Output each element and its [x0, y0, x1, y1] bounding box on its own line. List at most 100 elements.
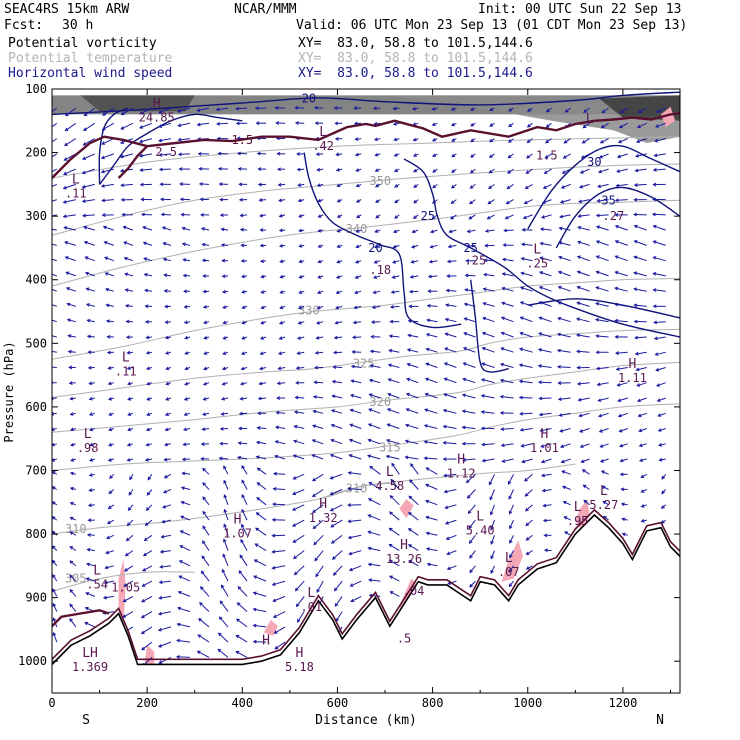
wind-vector	[412, 137, 419, 142]
wind-vector	[525, 168, 533, 174]
wind-vector	[560, 458, 571, 464]
speed-label-5: 25	[463, 241, 477, 255]
extremum-letter: H	[319, 497, 327, 512]
wind-vector	[393, 153, 400, 157]
wind-vector	[52, 545, 58, 551]
wind-vector	[272, 595, 286, 602]
wind-vector	[655, 367, 666, 372]
speed-shade-3	[599, 95, 680, 121]
wind-vector	[89, 458, 95, 462]
wind-vector	[538, 286, 552, 292]
wind-vector	[182, 442, 191, 447]
wind-vector	[317, 244, 324, 248]
wind-vector	[314, 121, 324, 126]
wind-vector	[52, 574, 58, 582]
wind-vector	[200, 586, 210, 597]
wind-vector	[509, 550, 514, 559]
speed-shade-1	[80, 95, 195, 112]
wind-vector	[298, 228, 305, 233]
wind-vector	[563, 516, 571, 521]
wind-vector	[52, 458, 57, 462]
wind-vector	[146, 489, 153, 496]
wind-vector	[252, 639, 267, 644]
x-tick-label: 200	[136, 696, 158, 710]
extremum-value: .01	[300, 600, 322, 614]
wind-vector	[523, 199, 533, 205]
wind-vector	[451, 138, 457, 142]
wind-vector	[101, 198, 114, 203]
wind-vector	[526, 122, 533, 128]
wind-vector	[657, 428, 666, 432]
wind-vector	[104, 256, 114, 262]
extremum-letter: L	[72, 173, 80, 188]
wind-vector	[293, 410, 305, 414]
wind-vector	[490, 519, 495, 531]
wind-vector	[200, 570, 210, 582]
wind-vector	[203, 351, 210, 355]
wind-vector	[272, 502, 286, 507]
wind-vector	[545, 138, 552, 144]
wind-vector	[412, 153, 419, 157]
wind-vector	[86, 547, 95, 552]
x-left-end-label: S	[82, 713, 90, 728]
wind-vector	[508, 580, 514, 588]
extremum-value: 4.58	[375, 479, 404, 493]
extremum-letter: H	[153, 96, 161, 111]
wind-vector	[105, 303, 114, 308]
wind-vector	[635, 367, 647, 372]
wind-vector	[239, 227, 248, 232]
pv-shade-8	[661, 106, 676, 128]
wind-vector	[62, 183, 76, 190]
wind-vector	[557, 301, 571, 307]
wind-vector	[509, 535, 514, 544]
wind-vector	[426, 318, 438, 323]
wind-vector	[518, 395, 533, 400]
wind-vector	[69, 471, 76, 476]
wind-vector	[52, 138, 58, 143]
wind-vector	[122, 225, 134, 231]
wind-vector	[539, 428, 552, 433]
wind-vector	[177, 122, 191, 128]
wind-vector	[351, 350, 362, 354]
extremum-label: 1.05	[111, 581, 140, 595]
wind-vector	[425, 333, 438, 338]
wind-vector	[217, 166, 229, 171]
wind-vector	[219, 600, 229, 612]
wind-vector	[108, 427, 114, 432]
wind-vector	[102, 595, 114, 600]
extremum-letter: H	[262, 633, 270, 648]
wind-vector	[581, 469, 590, 475]
wind-vector	[431, 122, 438, 126]
wind-vector	[62, 168, 77, 176]
wind-vector	[450, 214, 457, 220]
speed-contour-6	[527, 144, 680, 230]
wind-vector	[120, 122, 134, 130]
x-right-end-label: N	[656, 713, 664, 728]
wind-vector	[616, 382, 628, 387]
wind-vector	[100, 168, 114, 174]
wind-vector	[427, 289, 438, 294]
wind-vector	[241, 305, 248, 309]
org-label: NCAR/MMM	[234, 2, 297, 17]
wind-vector	[83, 225, 95, 231]
wind-vector	[500, 362, 514, 368]
wind-vector	[525, 565, 533, 570]
wind-vector	[317, 228, 324, 233]
wind-vector	[292, 454, 305, 460]
wind-vector	[465, 473, 476, 484]
wind-vector	[426, 303, 438, 308]
wind-vector	[295, 380, 305, 385]
wind-vector	[164, 335, 171, 340]
wind-vector	[372, 290, 381, 295]
wind-vector	[216, 121, 229, 126]
wind-vector	[538, 332, 552, 338]
wind-vector	[278, 228, 286, 233]
wind-vector	[107, 504, 115, 510]
wind-vector	[125, 534, 134, 542]
wind-vector	[158, 595, 171, 600]
wind-vector	[52, 471, 58, 475]
extremum-label: L.11	[65, 173, 87, 201]
wind-vector	[276, 151, 286, 156]
wind-vector	[144, 519, 153, 526]
wind-vector	[451, 153, 457, 158]
